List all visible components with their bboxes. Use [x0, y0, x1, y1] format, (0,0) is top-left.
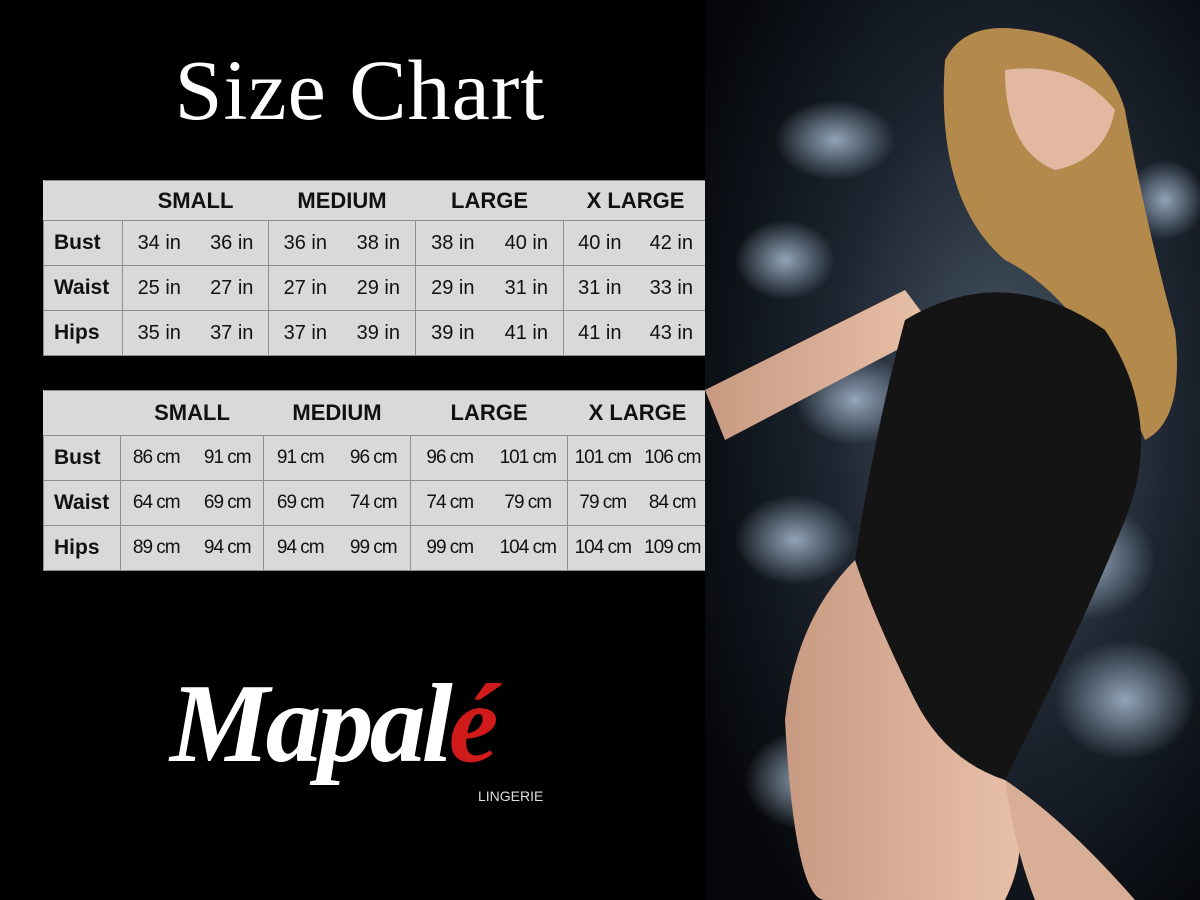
- measurement-value: 31 in: [489, 265, 565, 311]
- size-header: MEDIUM: [268, 180, 416, 221]
- measurement-value: 69 cm: [191, 480, 265, 526]
- measurement-value: 91 cm: [191, 435, 265, 481]
- measurement-value: 29 in: [341, 265, 417, 311]
- page-title: Size Chart: [174, 42, 546, 138]
- size-header: SMALL: [120, 390, 264, 436]
- logo-brand-text: Mapal: [170, 662, 453, 786]
- model-face: [1005, 68, 1115, 170]
- corner-cell: [43, 390, 121, 436]
- measurement-label: Bust: [43, 435, 121, 481]
- measurement-value: 89 cm: [120, 525, 192, 571]
- measurement-value: 37 in: [195, 310, 270, 356]
- measurement-value: 99 cm: [410, 525, 489, 571]
- measurement-value: 38 in: [341, 220, 417, 266]
- measurement-value: 64 cm: [120, 480, 192, 526]
- size-header: LARGE: [415, 180, 564, 221]
- measurement-value: 35 in: [122, 310, 196, 356]
- measurement-value: 94 cm: [191, 525, 265, 571]
- measurement-value: 101 cm: [488, 435, 569, 481]
- table-row: Bust 86 cm 91 cm 91 cm 96 cm 96 cm 101 cm 101 c…: [43, 435, 709, 481]
- measurement-value: 39 in: [415, 310, 490, 356]
- measurement-value: 29 in: [415, 265, 490, 311]
- measurement-value: 41 in: [489, 310, 565, 356]
- measurement-value: 96 cm: [336, 435, 412, 481]
- measurement-value: 101 cm: [567, 435, 638, 481]
- measurement-value: 27 in: [195, 265, 270, 311]
- measurement-value: 79 cm: [488, 480, 569, 526]
- measurement-value: 39 in: [341, 310, 417, 356]
- size-header: LARGE: [410, 390, 568, 436]
- measurement-value: 69 cm: [263, 480, 337, 526]
- measurement-value: 74 cm: [410, 480, 489, 526]
- measurement-value: 91 cm: [263, 435, 337, 481]
- measurement-value: 84 cm: [637, 480, 709, 526]
- measurement-value: 104 cm: [488, 525, 569, 571]
- table-row: Waist 25 in 27 in 27 in 29 in 29 in 31 in 31 in…: [43, 265, 709, 311]
- logo-accent-letter: é: [448, 662, 499, 786]
- measurement-label: Bust: [43, 220, 123, 266]
- model-hair: [943, 28, 1177, 440]
- measurement-value: 40 in: [489, 220, 565, 266]
- measurement-value: 38 in: [415, 220, 490, 266]
- measurement-value: 27 in: [268, 265, 342, 311]
- corner-cell: [43, 180, 123, 221]
- measurement-value: 36 in: [268, 220, 342, 266]
- model-arm: [705, 290, 935, 440]
- size-header: X LARGE: [567, 390, 708, 436]
- measurement-value: 34 in: [122, 220, 196, 266]
- measurement-value: 36 in: [195, 220, 270, 266]
- table-row: Hips 35 in 37 in 37 in 39 in 39 in 41 in 41 in 4…: [43, 310, 709, 356]
- measurement-label: Hips: [43, 525, 121, 571]
- measurement-value: 109 cm: [637, 525, 709, 571]
- measurement-value: 41 in: [563, 310, 636, 356]
- measurement-value: 94 cm: [263, 525, 337, 571]
- measurement-value: 74 cm: [336, 480, 412, 526]
- measurement-value: 86 cm: [120, 435, 192, 481]
- table-row: Hips 89 cm 94 cm 94 cm 99 cm 99 cm 104 cm 104 c…: [43, 525, 709, 571]
- measurement-value: 43 in: [635, 310, 709, 356]
- measurement-value: 25 in: [122, 265, 196, 311]
- measurement-value: 33 in: [635, 265, 709, 311]
- measurement-value: 106 cm: [637, 435, 709, 481]
- measurement-value: 37 in: [268, 310, 342, 356]
- size-header: X LARGE: [563, 180, 708, 221]
- measurement-value: 31 in: [563, 265, 636, 311]
- inches-size-table: SMALL MEDIUM LARGE X LARGE Bust 34 in 36 in 36 …: [43, 180, 709, 356]
- cm-size-table: SMALL MEDIUM LARGE X LARGE Bust 86 cm 91 cm 91 …: [43, 390, 709, 571]
- model-leg: [785, 560, 1020, 900]
- measurement-label: Waist: [43, 265, 123, 311]
- measurement-value: 40 in: [563, 220, 636, 266]
- size-header: SMALL: [122, 180, 269, 221]
- measurement-label: Waist: [43, 480, 121, 526]
- measurement-value: 99 cm: [336, 525, 412, 571]
- measurement-value: 79 cm: [567, 480, 638, 526]
- size-header: MEDIUM: [263, 390, 411, 436]
- lace-bodysuit: [855, 292, 1141, 780]
- measurement-value: 104 cm: [567, 525, 638, 571]
- measurement-value: 96 cm: [410, 435, 489, 481]
- table-row: Waist 64 cm 69 cm 69 cm 74 cm 74 cm 79 cm 79 cm…: [43, 480, 709, 526]
- logo-tagline: LINGERIE: [478, 788, 544, 804]
- measurement-label: Hips: [43, 310, 123, 356]
- brand-logo: Mapalé LINGERIE: [160, 660, 580, 810]
- table-row: Bust 34 in 36 in 36 in 38 in 38 in 40 in 40 in 4…: [43, 220, 709, 266]
- logo-wordmark: Mapalé: [170, 660, 499, 789]
- measurement-value: 42 in: [635, 220, 709, 266]
- model-photo: [705, 0, 1200, 900]
